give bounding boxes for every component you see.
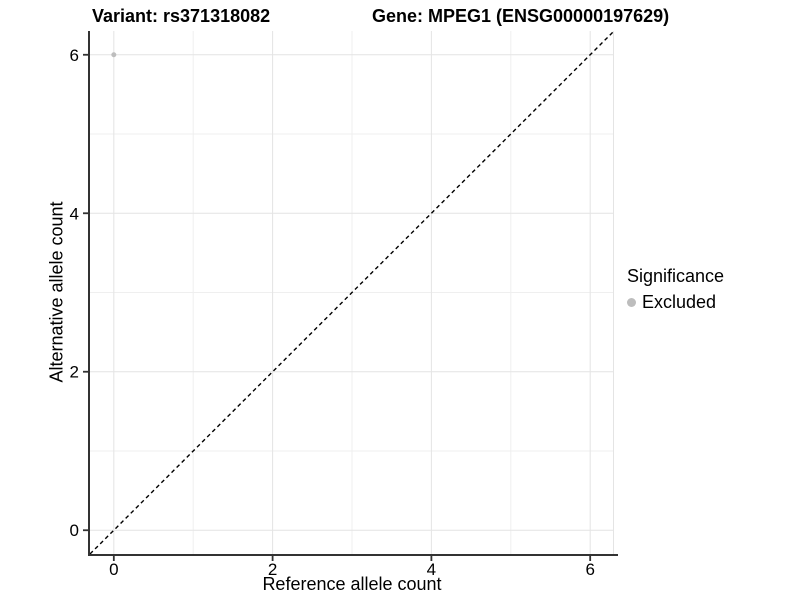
gene-title: Gene: MPEG1 (ENSG00000197629): [372, 6, 670, 26]
variant-title: Variant: rs371318082: [92, 6, 271, 26]
x-tick-label: 6: [585, 560, 594, 579]
legend: Significance Excluded: [627, 266, 724, 313]
identity-dashed-line: [89, 30, 615, 555]
y-axis-title: Alternative allele count: [46, 201, 67, 383]
x-tick-label: 2: [268, 560, 277, 579]
y-tick-label: 6: [70, 46, 79, 65]
x-tick-label: 0: [109, 560, 118, 579]
y-tick-label: 0: [70, 521, 79, 540]
legend-item-label: Excluded: [642, 292, 717, 312]
legend-item-excluded: Excluded: [627, 292, 724, 313]
data-point: [111, 52, 117, 58]
legend-dot-icon: [627, 298, 636, 307]
y-tick-label: 2: [70, 363, 79, 382]
x-axis-title: Reference allele count: [262, 574, 442, 594]
legend-title: Significance: [627, 266, 725, 286]
x-tick-label: 4: [427, 560, 436, 579]
y-tick-label: 4: [70, 204, 79, 223]
